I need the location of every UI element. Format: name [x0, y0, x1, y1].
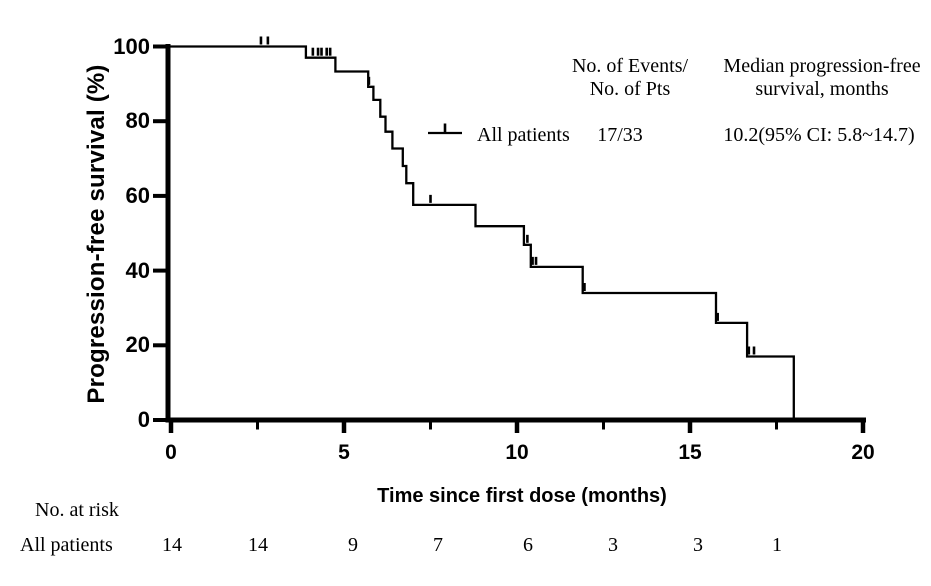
x-tick-label: 20 — [851, 441, 875, 464]
at-risk-title: No. at risk — [35, 499, 119, 521]
y-tick-label: 100 — [113, 34, 150, 59]
at-risk-count: 14 — [248, 534, 268, 556]
x-tick-label: 5 — [338, 441, 350, 464]
y-tick-label: 80 — [125, 108, 150, 133]
at-risk-count: 3 — [693, 534, 703, 556]
legend-series-label: All patients — [477, 124, 570, 146]
events-pts-header-line2: No. of Pts — [589, 78, 671, 100]
y-tick-label: 40 — [125, 258, 150, 283]
at-risk-count: 6 — [523, 534, 533, 556]
y-tick-label: 20 — [125, 332, 150, 357]
median-header: Median progression-free survival, months — [700, 55, 931, 101]
events-pts-header: No. of Events/ No. of Pts — [550, 55, 710, 101]
x-tick-label: 10 — [505, 441, 529, 464]
legend-events-value: 17/33 — [597, 124, 643, 146]
at-risk-count: 1 — [772, 534, 782, 556]
at-risk-count: 3 — [608, 534, 618, 556]
median-header-line2: survival, months — [755, 78, 889, 100]
at-risk-row-label: All patients — [20, 534, 113, 556]
y-tick-label: 60 — [125, 183, 150, 208]
median-header-line1: Median progression-free — [723, 55, 921, 77]
legend-median-value: 10.2(95% CI: 5.8~14.7) — [723, 124, 915, 146]
x-tick-label: 15 — [678, 441, 702, 464]
at-risk-count: 7 — [433, 534, 443, 556]
x-axis-title: Time since first dose (months) — [377, 485, 667, 507]
at-risk-count: 14 — [162, 534, 182, 556]
km-curve — [165, 45, 795, 420]
y-axis-title: Progression-free survival (%) — [83, 64, 110, 404]
at-risk-count: 9 — [348, 534, 358, 556]
at-risk-values: 14 14 9 7 6 3 3 1 — [0, 533, 931, 563]
y-tick-label: 0 — [137, 407, 150, 432]
events-pts-header-line1: No. of Events/ — [571, 55, 689, 77]
x-tick-label: 0 — [165, 441, 177, 464]
